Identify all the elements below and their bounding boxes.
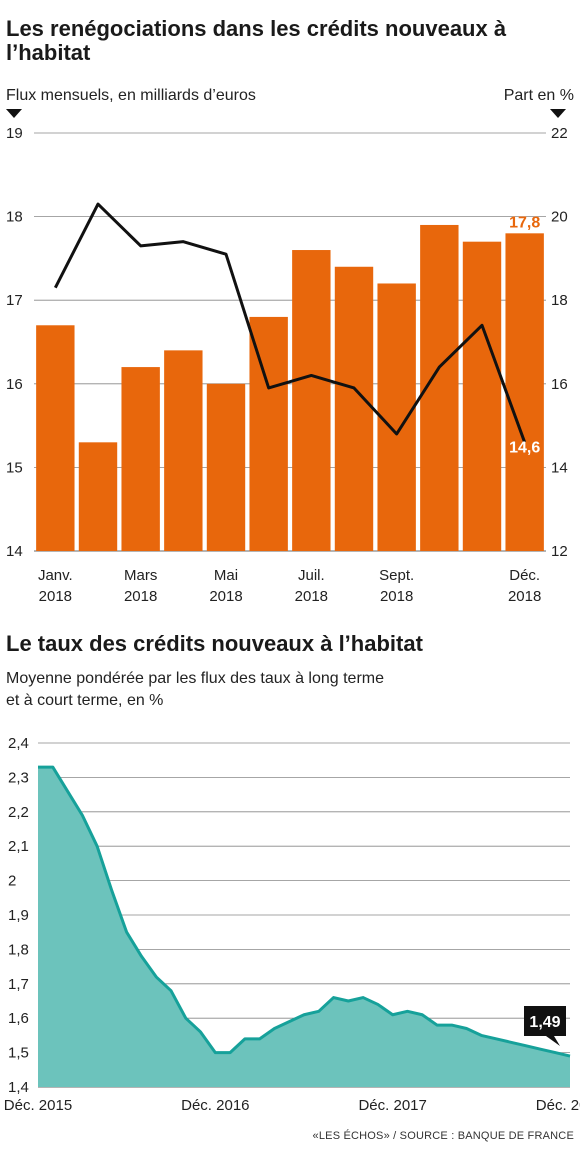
left-tick-label: 18 bbox=[6, 209, 23, 226]
right-axis-label: Part en % bbox=[503, 87, 574, 104]
rate-area bbox=[38, 767, 570, 1087]
x-tick-label: Déc. 2018 bbox=[536, 1097, 580, 1114]
left-tick-label: 15 bbox=[6, 459, 23, 476]
x-tick-year: 2018 bbox=[39, 588, 72, 605]
x-tick-month: Sept. bbox=[379, 567, 414, 584]
chart-renegociations: 14 15 16 17 18 19 12 14 16 18 20 22 17,8 14,6 Janv. 201… bbox=[6, 109, 568, 605]
y-tick-label: 1,7 bbox=[8, 976, 29, 993]
chart-taux-credits: 1,4 1,5 1,6 1,7 1,8 1,9 2 2,1 2,2 2,3 2,4 1,49 Déc. … bbox=[4, 735, 580, 1114]
left-tick-label: 17 bbox=[6, 292, 23, 309]
chart2-title: Le taux des crédits nouveaux à l’habitat bbox=[6, 631, 423, 656]
bar-end-label: 17,8 bbox=[509, 214, 540, 231]
y-tick-label: 2,3 bbox=[8, 769, 29, 786]
bar bbox=[377, 283, 416, 551]
y-tick-label: 1,4 bbox=[8, 1079, 29, 1096]
end-label-box bbox=[524, 1006, 566, 1047]
right-tick-label: 16 bbox=[551, 376, 568, 393]
bar bbox=[121, 367, 160, 551]
x-tick-label: Déc. 2017 bbox=[358, 1097, 426, 1114]
x-tick-month: Janv. bbox=[38, 567, 73, 584]
right-axis-arrow-icon bbox=[550, 109, 566, 118]
x-tick-year: 2018 bbox=[380, 588, 413, 605]
x-tick-year: 2018 bbox=[209, 588, 242, 605]
left-axis-label: Flux mensuels, en milliards d’euros bbox=[6, 87, 256, 104]
left-tick-label: 16 bbox=[6, 376, 23, 393]
bar bbox=[292, 250, 331, 552]
left-axis-arrow-icon bbox=[6, 109, 22, 118]
y-tick-label: 1,5 bbox=[8, 1045, 29, 1062]
right-tick-label: 20 bbox=[551, 209, 568, 226]
x-tick-label: Déc. 2015 bbox=[4, 1097, 72, 1114]
x-tick-year: 2018 bbox=[124, 588, 157, 605]
line-end-label: 14,6 bbox=[509, 439, 540, 456]
end-label: 1,49 bbox=[529, 1014, 560, 1031]
bar bbox=[462, 241, 502, 551]
y-tick-label: 2,1 bbox=[8, 838, 29, 855]
x-tick-month: Déc. bbox=[509, 567, 540, 584]
x-tick-label: Déc. 2016 bbox=[181, 1097, 249, 1114]
bar bbox=[206, 383, 246, 551]
y-tick-label: 2,4 bbox=[8, 735, 29, 752]
right-tick-label: 18 bbox=[551, 292, 568, 309]
bar bbox=[36, 325, 75, 551]
right-tick-label: 22 bbox=[551, 125, 568, 142]
x-tick-month: Juil. bbox=[298, 567, 325, 584]
chart2-subtitle-line1: Moyenne pondérée par les flux des taux à… bbox=[6, 670, 385, 687]
y-tick-label: 1,9 bbox=[8, 907, 29, 924]
bar bbox=[505, 233, 544, 551]
chart2-subtitle-line2: et à court terme, en % bbox=[6, 692, 164, 709]
x-tick-month: Mai bbox=[214, 567, 238, 584]
x-tick-year: 2018 bbox=[295, 588, 328, 605]
left-tick-label: 14 bbox=[6, 543, 23, 560]
bar bbox=[164, 350, 203, 551]
x-tick-month: Mars bbox=[124, 567, 157, 584]
source-footer: «LES ÉCHOS» / SOURCE : BANQUE DE FRANCE bbox=[312, 1130, 574, 1142]
bar bbox=[249, 316, 288, 551]
right-tick-label: 14 bbox=[551, 459, 568, 476]
y-tick-label: 2,2 bbox=[8, 804, 29, 821]
share-line bbox=[53, 202, 527, 443]
y-tick-label: 2 bbox=[8, 873, 16, 890]
x-tick-year: 2018 bbox=[508, 588, 541, 605]
left-tick-label: 19 bbox=[6, 125, 23, 142]
y-tick-label: 1,6 bbox=[8, 1010, 29, 1027]
bar bbox=[334, 266, 374, 551]
chart1-title: Les renégociations dans les crédits nouv… bbox=[6, 16, 507, 65]
bar bbox=[78, 442, 118, 551]
right-tick-label: 12 bbox=[551, 543, 568, 560]
rate-line bbox=[38, 765, 571, 1058]
y-tick-label: 1,8 bbox=[8, 941, 29, 958]
